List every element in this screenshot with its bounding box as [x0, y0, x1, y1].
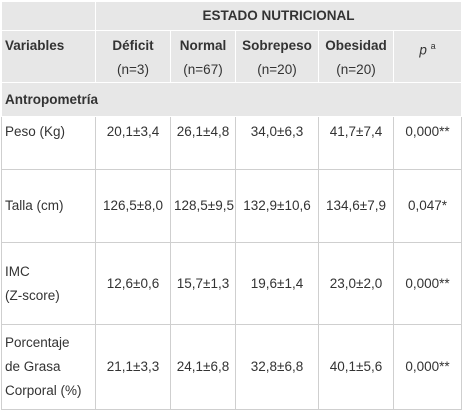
data-row: IMC (Z-score) 12,6±0,6 15,7±1,3 19,6±1,4 23,0… — [1, 242, 462, 325]
column-header-row: Variables Déficit (n=3) Normal (n=67) Sobrepe… — [1, 30, 462, 83]
data-row: Porcentaje de Grasa Corporal (%) 21,1±3,3 24… — [1, 324, 462, 410]
value-cell: 24,1±6,8 — [170, 324, 236, 410]
variables-header: Variables — [1, 30, 96, 83]
value-cell: 20,1±3,4 — [95, 116, 171, 170]
value-cell: 34,0±6,3 — [235, 116, 319, 170]
p-value: 0,000** — [392, 116, 462, 170]
column-n: (n=20) — [336, 62, 376, 77]
variable-cell: Peso (Kg) — [1, 116, 96, 170]
section-title: Antropometría — [0, 82, 462, 117]
column-name: Obesidad — [325, 38, 387, 53]
blank-cell — [1, 1, 96, 31]
column-header: Obesidad (n=20) — [318, 30, 394, 83]
value-cell: 15,7±1,3 — [170, 242, 236, 325]
variable-cell: IMC (Z-score) — [1, 242, 96, 325]
value-cell: 23,0±2,0 — [318, 242, 394, 325]
p-value: 0,000** — [392, 324, 462, 410]
p-value: 0,000** — [392, 242, 462, 325]
p-superscript: a — [430, 41, 436, 51]
section-row: Antropometría — [0, 82, 462, 117]
column-n: (n=67) — [183, 62, 223, 77]
column-header: Normal (n=67) — [170, 30, 236, 83]
variable-line: de Grasa — [5, 359, 61, 374]
value-cell: 32,8±6,8 — [235, 324, 319, 410]
variable-line: Peso (Kg) — [5, 124, 66, 139]
value-cell: 12,6±0,6 — [95, 242, 171, 325]
column-name: Normal — [179, 38, 227, 53]
value-cell: 41,7±7,4 — [318, 116, 394, 170]
column-header: Sobrepeso (n=20) — [235, 30, 319, 83]
variable-line: Talla (cm) — [5, 198, 64, 213]
data-row: Peso (Kg) 20,1±3,4 26,1±4,8 34,0±6,3 41,7±7,… — [1, 116, 462, 170]
value-cell: 132,9±10,6 — [235, 169, 319, 243]
p-value: 0,047* — [392, 169, 462, 243]
variable-line: (Z-score) — [5, 287, 60, 303]
column-name: Sobrepeso — [242, 38, 312, 53]
data-row: Talla (cm) 126,5±8,0 128,5±9,5 132,9±10,6 13… — [1, 169, 462, 243]
value-cell: 26,1±4,8 — [170, 116, 236, 170]
value-cell: 126,5±8,0 — [95, 169, 171, 243]
value-cell: 134,6±7,9 — [318, 169, 394, 243]
column-n: (n=3) — [117, 62, 149, 77]
p-header: p a — [392, 30, 462, 83]
value-cell: 40,1±5,6 — [318, 324, 394, 410]
variable-cell: Talla (cm) — [1, 169, 96, 243]
variable-line: IMC — [5, 263, 30, 279]
variable-line: Corporal (%) — [5, 383, 82, 398]
value-cell: 128,5±9,5 — [170, 169, 236, 243]
p-symbol: p — [419, 42, 427, 58]
column-name: Déficit — [112, 38, 154, 53]
header-row: ESTADO NUTRICIONAL — [1, 1, 462, 31]
table-title: ESTADO NUTRICIONAL — [94, 1, 462, 31]
column-n: (n=20) — [257, 62, 297, 77]
variable-cell: Porcentaje de Grasa Corporal (%) — [1, 324, 96, 410]
value-cell: 21,1±3,3 — [95, 324, 171, 410]
variable-line: Porcentaje — [5, 335, 70, 350]
value-cell: 19,6±1,4 — [235, 242, 319, 325]
column-header: Déficit (n=3) — [95, 30, 171, 83]
